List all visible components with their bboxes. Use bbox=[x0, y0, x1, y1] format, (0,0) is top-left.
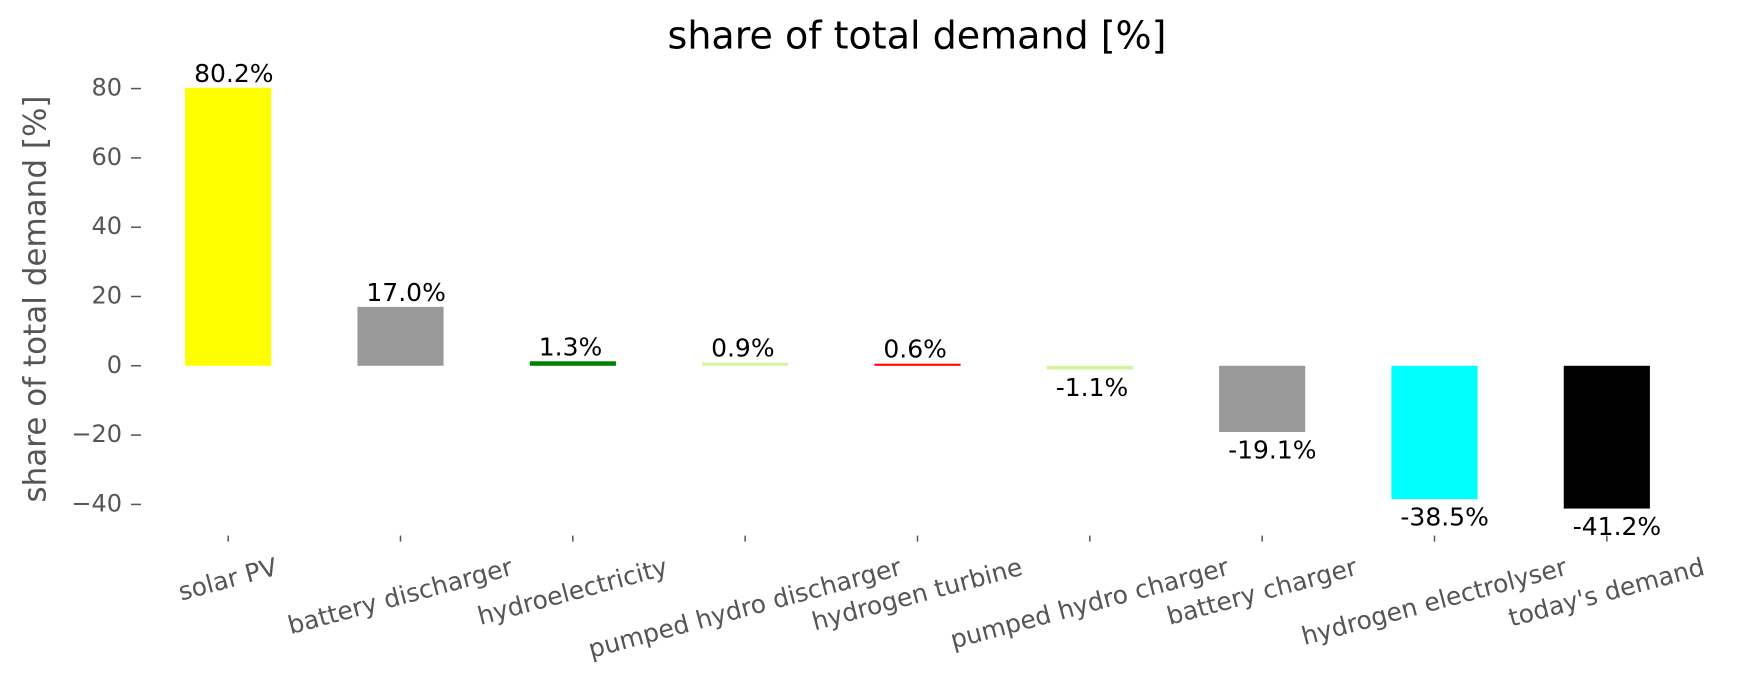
bar bbox=[529, 361, 616, 366]
y-tick-label: −20 bbox=[71, 420, 122, 448]
y-tick-label: 40 bbox=[91, 212, 122, 240]
value-label: 17.0% bbox=[366, 278, 445, 307]
y-tick-label: 0 bbox=[107, 351, 122, 379]
y-tick-label: 20 bbox=[91, 281, 122, 309]
y-tick-label: −40 bbox=[71, 489, 122, 517]
value-label: 80.2% bbox=[194, 59, 273, 88]
bar bbox=[702, 362, 789, 366]
bar bbox=[1046, 365, 1133, 370]
value-label: -19.1% bbox=[1228, 435, 1316, 464]
x-tick-label: solar PV bbox=[175, 552, 280, 606]
value-label: 0.6% bbox=[883, 335, 947, 364]
chart-title: share of total demand [%] bbox=[668, 14, 1167, 58]
value-label: -38.5% bbox=[1400, 503, 1488, 532]
bar bbox=[874, 363, 961, 366]
y-tick-label: 60 bbox=[91, 143, 122, 171]
value-label: -41.2% bbox=[1573, 512, 1661, 541]
bar bbox=[1391, 365, 1478, 500]
y-axis-label: share of total demand [%] bbox=[18, 95, 54, 502]
value-label: 0.9% bbox=[711, 334, 775, 363]
bar bbox=[357, 306, 444, 366]
bar bbox=[1219, 365, 1306, 432]
value-label: 1.3% bbox=[539, 332, 603, 361]
bar bbox=[1563, 365, 1650, 509]
bar bbox=[185, 87, 272, 366]
value-label: -1.1% bbox=[1056, 373, 1129, 402]
y-tick-label: 80 bbox=[91, 74, 122, 102]
